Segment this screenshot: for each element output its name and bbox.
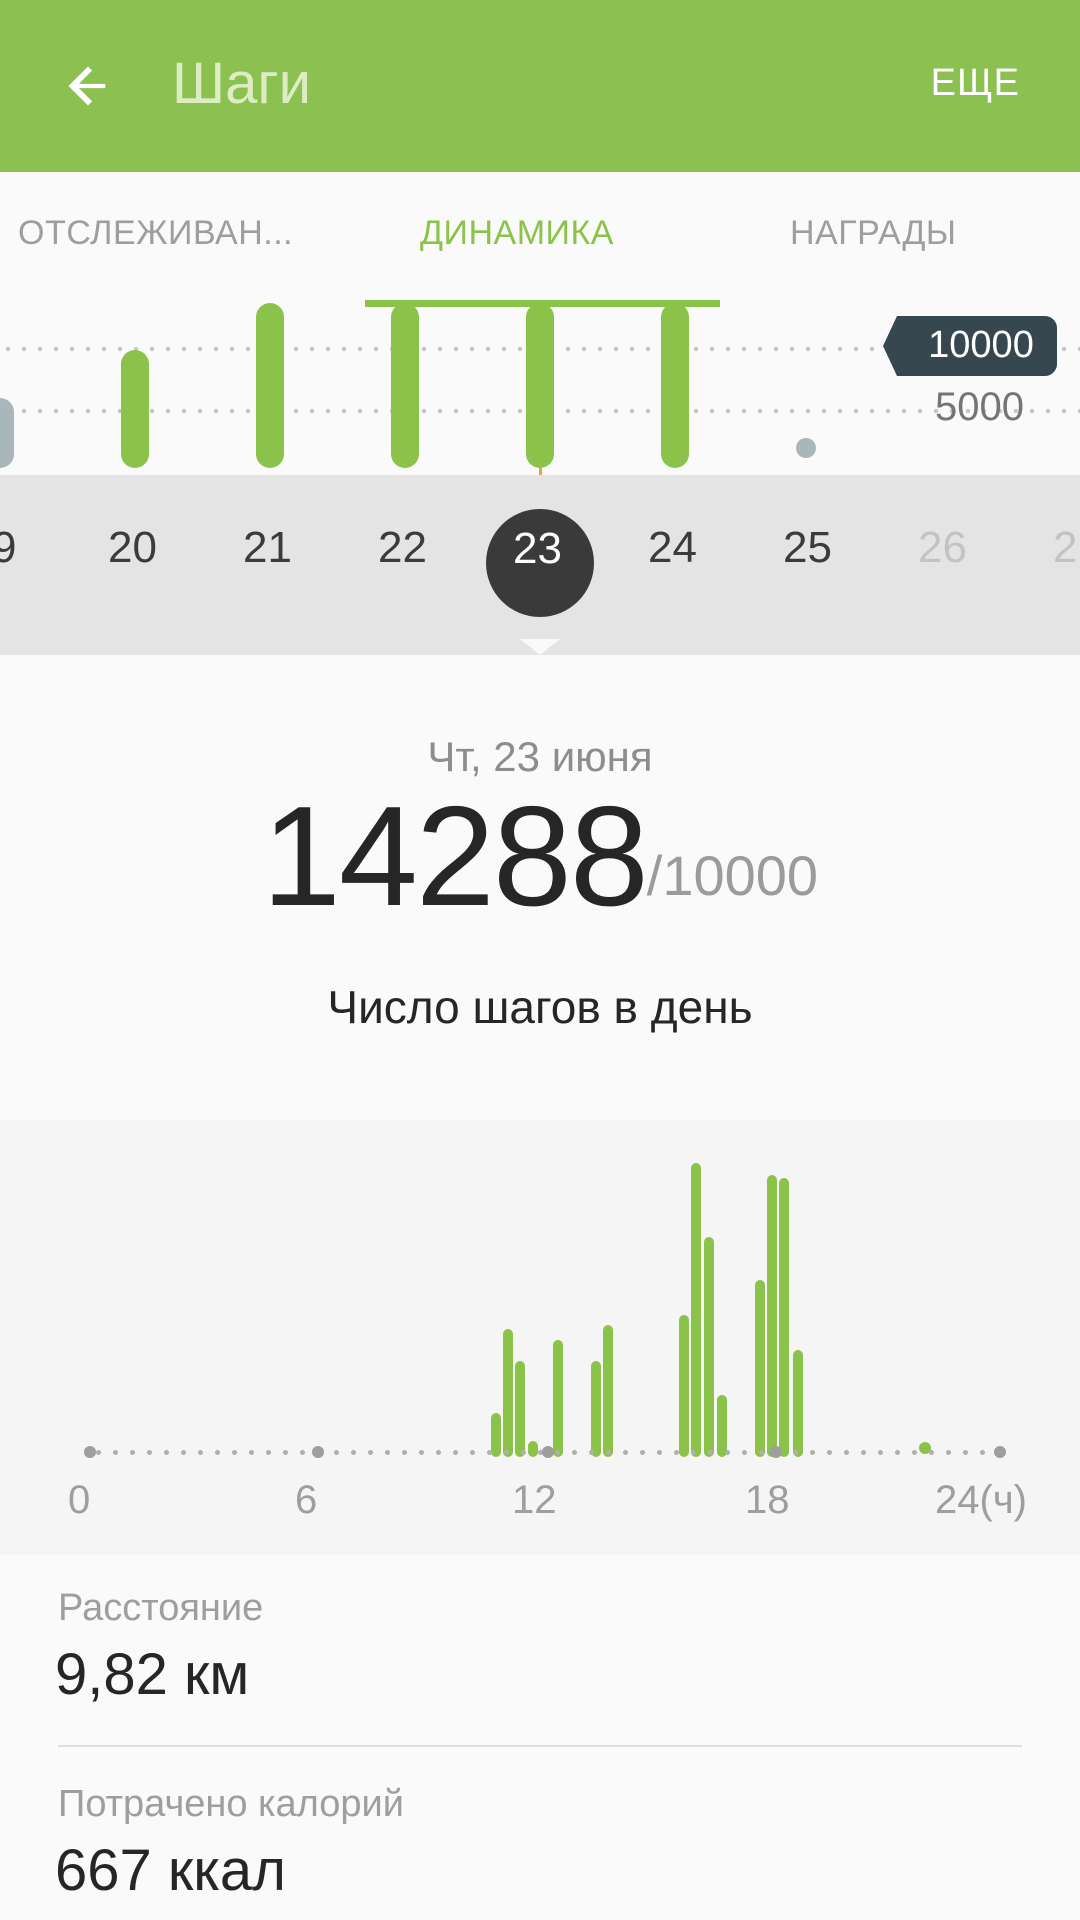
svg-text:10000: 10000	[928, 324, 1034, 366]
